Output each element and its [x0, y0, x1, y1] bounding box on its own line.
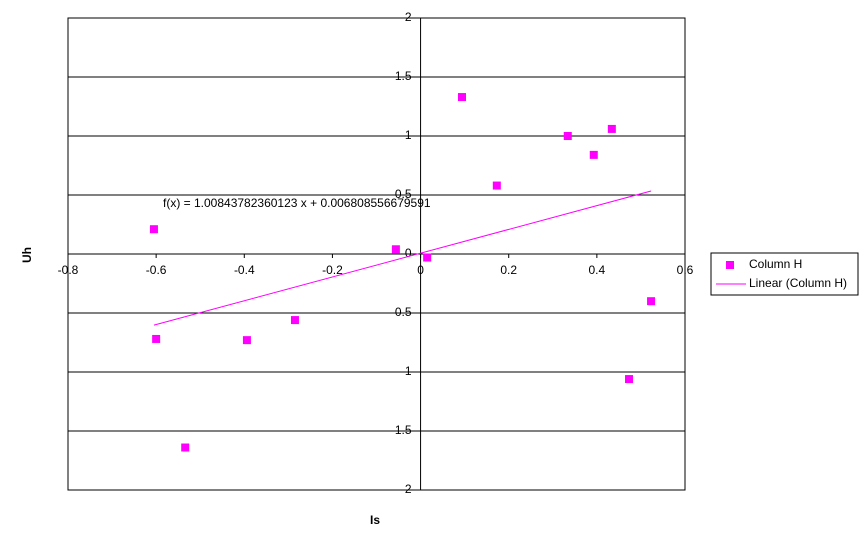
- y-tick-label: 0: [405, 246, 412, 260]
- scatter-point: [181, 443, 190, 452]
- y-tick-label: 0.5: [395, 305, 412, 319]
- y-tick-label: 1.5: [395, 423, 412, 437]
- x-tick-label: -0.2: [322, 263, 343, 277]
- y-tick-label: 2: [405, 10, 412, 24]
- scatter-point: [563, 132, 572, 140]
- scatter-point: [149, 225, 158, 234]
- scatter-point: [290, 316, 299, 325]
- x-axis-label: Is: [370, 513, 380, 527]
- y-tick-label: 0.5: [395, 187, 412, 201]
- x-tick-label: -0.4: [234, 263, 255, 277]
- scatter-point: [589, 150, 598, 159]
- y-tick-label: 1: [405, 128, 412, 142]
- scatter-point: [492, 181, 501, 190]
- x-tick-label: 0.4: [589, 263, 606, 277]
- scatter-point: [647, 297, 656, 306]
- legend-box: [710, 252, 859, 296]
- legend-label: Column H: [749, 257, 802, 271]
- x-tick-label: 0.2: [500, 263, 517, 277]
- scatter-point: [625, 375, 634, 384]
- scatter-point: [152, 334, 161, 343]
- x-tick-label: -0.8: [58, 263, 79, 277]
- x-tick-label: -0.6: [146, 263, 167, 277]
- scatter-point: [457, 93, 466, 102]
- scatter-point: [242, 336, 251, 345]
- trendline-equation: f(x) = 1.00843782360123 x + 0.0068085566…: [163, 196, 431, 210]
- legend-label: Linear (Column H): [749, 276, 847, 290]
- y-tick-label: 2: [405, 482, 412, 496]
- scatter-point: [423, 253, 432, 262]
- scatter-point: [391, 245, 400, 254]
- trend-line: [153, 190, 652, 326]
- y-axis-label: Uh: [20, 247, 34, 263]
- x-tick-label: 0.6: [677, 263, 694, 277]
- legend-marker: [726, 261, 734, 269]
- scatter-point: [607, 124, 616, 133]
- y-tick-label: 1.5: [395, 69, 412, 83]
- y-tick-label: 1: [405, 364, 412, 378]
